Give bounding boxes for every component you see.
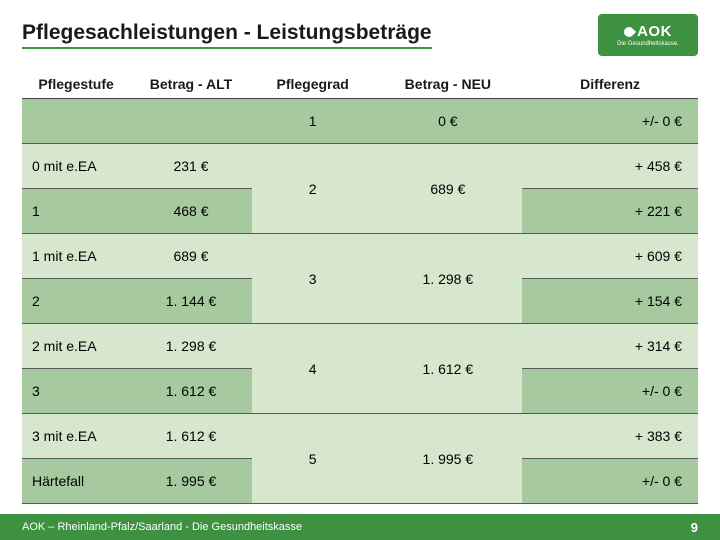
cell-betrag-alt: 1. 144 €: [130, 279, 252, 324]
cell-pflegegrad: 1: [252, 99, 374, 144]
cell-pflegestufe: 3: [22, 369, 130, 414]
cell-differenz: + 458 €: [522, 144, 698, 189]
cell-betrag-neu: 0 €: [374, 99, 523, 144]
cell-pflegegrad: 4: [252, 324, 374, 414]
cell-differenz: +/- 0 €: [522, 99, 698, 144]
cell-betrag-neu: 1. 995 €: [374, 414, 523, 504]
cell-betrag-alt: 1. 298 €: [130, 324, 252, 369]
cell-pflegegrad: 3: [252, 234, 374, 324]
page-number: 9: [691, 520, 698, 535]
cell-differenz: + 221 €: [522, 189, 698, 234]
page-title: Pflegesachleistungen - Leistungsbeträge: [22, 21, 432, 49]
cell-pflegestufe: 1 mit e.EA: [22, 234, 130, 279]
cell-differenz: +/- 0 €: [522, 369, 698, 414]
cell-betrag-neu: 689 €: [374, 144, 523, 234]
col-header-differenz: Differenz: [522, 70, 698, 99]
cell-pflegestufe: 2 mit e.EA: [22, 324, 130, 369]
cell-differenz: + 154 €: [522, 279, 698, 324]
cell-betrag-alt: 468 €: [130, 189, 252, 234]
col-header-pflegestufe: Pflegestufe: [22, 70, 130, 99]
brand-logo: AOK Die Gesundheitskasse.: [598, 14, 698, 56]
cell-pflegestufe: 3 mit e.EA: [22, 414, 130, 459]
cell-pflegestufe: Härtefall: [22, 459, 130, 504]
cell-pflegegrad: 2: [252, 144, 374, 234]
col-header-betrag-neu: Betrag - NEU: [374, 70, 523, 99]
cell-pflegegrad: 5: [252, 414, 374, 504]
cell-differenz: +/- 0 €: [522, 459, 698, 504]
cell-pflegestufe: 0 mit e.EA: [22, 144, 130, 189]
cell-betrag-alt: 1. 995 €: [130, 459, 252, 504]
cell-betrag-neu: 1. 298 €: [374, 234, 523, 324]
benefits-table: Pflegestufe Betrag - ALT Pflegegrad Betr…: [22, 70, 698, 504]
cell-differenz: + 609 €: [522, 234, 698, 279]
cell-betrag-alt: 231 €: [130, 144, 252, 189]
cell-betrag-alt: 689 €: [130, 234, 252, 279]
col-header-betrag-alt: Betrag - ALT: [130, 70, 252, 99]
cell-pflegestufe: [22, 99, 130, 144]
cell-betrag-alt: 1. 612 €: [130, 414, 252, 459]
col-header-pflegegrad: Pflegegrad: [252, 70, 374, 99]
cell-betrag-alt: [130, 99, 252, 144]
cell-pflegestufe: 2: [22, 279, 130, 324]
leaf-icon: [622, 24, 636, 38]
cell-differenz: + 383 €: [522, 414, 698, 459]
slide-header: Pflegesachleistungen - Leistungsbeträge …: [0, 0, 720, 62]
table-header-row: Pflegestufe Betrag - ALT Pflegegrad Betr…: [22, 70, 698, 99]
table-container: Pflegestufe Betrag - ALT Pflegegrad Betr…: [0, 62, 720, 504]
cell-betrag-alt: 1. 612 €: [130, 369, 252, 414]
cell-pflegestufe: 1: [22, 189, 130, 234]
cell-differenz: + 314 €: [522, 324, 698, 369]
slide-footer: AOK – Rheinland-Pfalz/Saarland - Die Ges…: [0, 514, 720, 540]
logo-sub-text: Die Gesundheitskasse.: [617, 41, 679, 47]
cell-betrag-neu: 1. 612 €: [374, 324, 523, 414]
logo-main-text: AOK: [637, 23, 672, 40]
footer-text: AOK – Rheinland-Pfalz/Saarland - Die Ges…: [22, 521, 302, 533]
